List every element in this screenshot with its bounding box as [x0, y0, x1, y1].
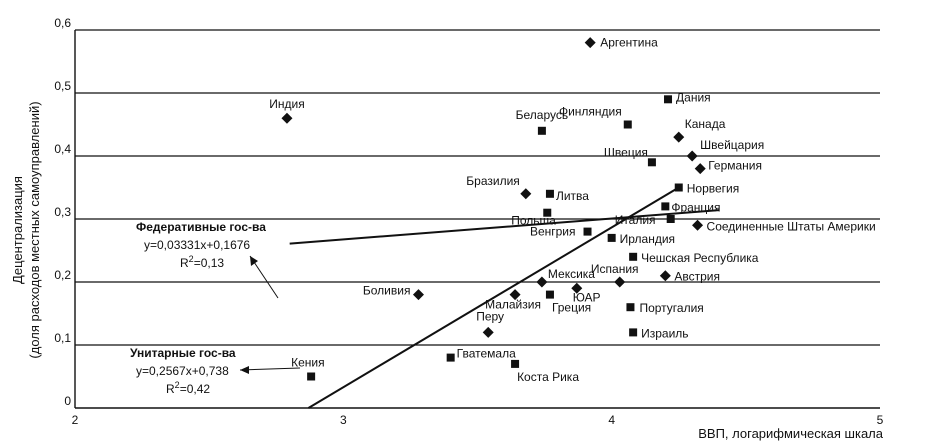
y-tick-label: 0,5: [54, 79, 71, 93]
point-label: Польша: [511, 214, 556, 228]
point-diamond: [536, 276, 548, 288]
point-label: Италия: [615, 213, 656, 227]
y-axis-title-line2: (доля расходов местных самоуправлений): [27, 101, 42, 358]
unitary-trend-r2: R2=0,42: [166, 380, 210, 396]
point-label: Ирландия: [620, 232, 675, 246]
point-label: Литва: [556, 189, 589, 203]
point-square: [607, 233, 616, 242]
unitary-arrow-line: [239, 367, 301, 371]
point-diamond: [694, 163, 706, 175]
point-diamond: [281, 112, 293, 124]
point-square: [543, 208, 552, 217]
point-square: [545, 189, 554, 198]
point-square: [647, 158, 656, 167]
unitary-trend-name: Унитарные гос-ва: [130, 346, 236, 360]
point-diamond: [509, 289, 521, 301]
y-axis-title: Децентрализация (доля расходов местных с…: [10, 101, 42, 358]
x-tick-label: 3: [340, 413, 347, 427]
point-diamond: [412, 289, 424, 301]
point-square: [664, 95, 673, 104]
point-square: [511, 359, 520, 368]
point-label: Португалия: [639, 301, 703, 315]
point-square: [674, 183, 683, 192]
x-tick-label: 4: [608, 413, 615, 427]
point-square: [537, 126, 546, 135]
federal-trend-r2: R2=0,13: [180, 254, 224, 270]
point-label: Венгрия: [530, 225, 576, 239]
point-label: Швейцария: [700, 138, 764, 152]
point-diamond: [614, 276, 626, 288]
point-label: Бразилия: [466, 174, 520, 188]
point-label: Индия: [269, 97, 304, 111]
y-tick-label: 0,3: [54, 205, 71, 219]
point-square: [666, 215, 675, 223]
unitary-arrow-head: [240, 366, 249, 374]
point-diamond: [571, 282, 583, 294]
point-label: Кения: [291, 356, 325, 370]
point-label: Коста Рика: [517, 370, 579, 384]
tick-labels: 0 0,1 0,2 0,3 0,4 0,5 0,6 2 3 4 5: [54, 16, 883, 427]
point-square: [545, 290, 554, 299]
y-tick-label: 0,6: [54, 16, 71, 30]
x-axis-title: ВВП, логарифмическая шкала: [698, 426, 884, 441]
trendline-unitary: [307, 186, 680, 409]
y-axis-title-line1: Децентрализация: [10, 176, 25, 284]
point-diamond: [659, 270, 671, 282]
grid-lines: [74, 29, 880, 409]
y-tick-label: 0: [64, 394, 71, 408]
point-label: ЮАР: [573, 290, 601, 304]
x-tick-label: 2: [72, 413, 79, 427]
point-label: Израиль: [641, 326, 688, 340]
point-square: [661, 202, 670, 211]
point-label: Перу: [476, 309, 504, 323]
point-square: [626, 303, 635, 312]
point-label: Норвегия: [687, 182, 740, 196]
point-label: Германия: [708, 159, 762, 173]
point-square: [583, 227, 592, 236]
federal-trend-name: Федеративные гос-ва: [136, 220, 266, 234]
annotation-federal: Федеративные гос-ва y=0,03331x+0,1676 R2…: [136, 220, 279, 299]
point-label: Канада: [685, 117, 726, 131]
point-label: Греция: [552, 301, 591, 315]
point-diamond: [692, 219, 704, 231]
point-label: Финляндия: [559, 105, 622, 119]
point-label: Соединенные Штаты Америки: [707, 219, 876, 233]
unitary-trend-equation: y=0,2567x+0,738: [136, 364, 229, 378]
annotation-unitary: Унитарные гос-ва y=0,2567x+0,738 R2=0,42: [130, 346, 301, 396]
point-label: Боливия: [363, 284, 411, 298]
y-tick-label: 0,1: [54, 331, 71, 345]
point-diamond: [686, 150, 698, 162]
point-diamond: [673, 131, 685, 143]
point-label: Чешская Республика: [641, 251, 759, 265]
y-tick-label: 0,4: [54, 142, 71, 156]
federal-trend-equation: y=0,03331x+0,1676: [144, 238, 250, 252]
point-label: Швеция: [604, 145, 648, 159]
point-square: [623, 120, 632, 129]
point-label: Мексика: [548, 267, 595, 281]
data-points: [281, 37, 706, 381]
y-tick-label: 0,2: [54, 268, 71, 282]
point-labels: Аргентина Индия Канада Швейцария Германия Бра…: [269, 36, 875, 384]
point-square: [307, 372, 316, 381]
point-label: Аргентина: [600, 36, 658, 50]
point-square: [629, 328, 638, 337]
point-label: Малайзия: [485, 298, 541, 312]
x-tick-label: 5: [877, 413, 884, 427]
trendlines: [289, 186, 720, 409]
point-diamond: [520, 188, 532, 200]
point-label: Франция: [671, 200, 720, 214]
point-label: Испания: [591, 262, 639, 276]
point-label: Гватемала: [457, 347, 516, 361]
point-square: [446, 353, 455, 362]
point-diamond: [584, 37, 596, 49]
point-label: Беларусь: [516, 108, 568, 122]
federal-arrow-head: [250, 256, 258, 266]
point-square: [629, 252, 638, 261]
point-label: Австрия: [674, 270, 720, 284]
trendline-federal: [289, 209, 720, 245]
point-diamond: [482, 326, 494, 338]
point-label: Дания: [676, 90, 711, 104]
